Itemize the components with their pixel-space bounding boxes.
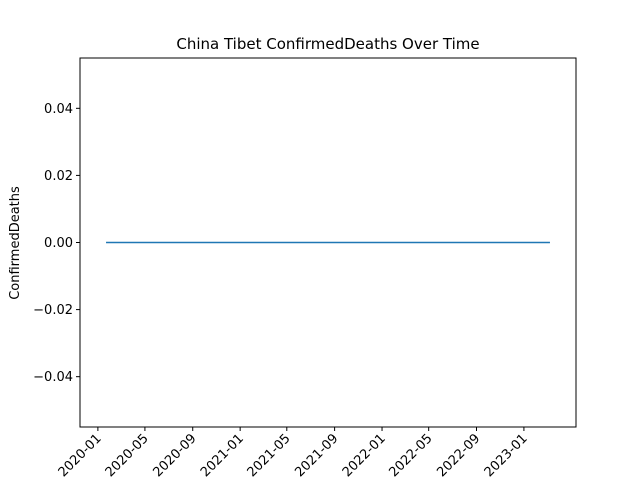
axes-frame [79, 57, 577, 428]
y-axis-title: ConfirmedDeaths [8, 186, 23, 300]
chart-title: China Tibet ConfirmedDeaths Over Time [176, 35, 479, 53]
y-tick-label: 0.04 [44, 102, 73, 117]
y-axis: −0.04 −0.02 0.00 0.02 0.04 [33, 102, 80, 385]
y-tick-label: −0.02 [33, 303, 73, 318]
y-tick-label: 0.02 [44, 169, 73, 184]
y-tick-label: −0.04 [33, 370, 73, 385]
y-tick-label: 0.00 [44, 236, 73, 251]
